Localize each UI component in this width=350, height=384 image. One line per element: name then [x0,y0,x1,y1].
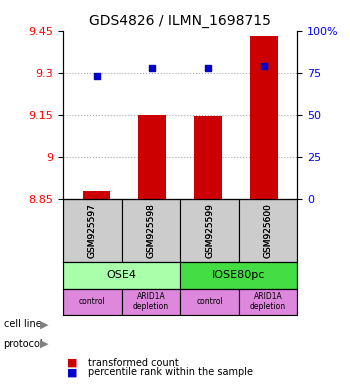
Text: protocol: protocol [4,339,43,349]
FancyBboxPatch shape [180,199,239,262]
Text: GSM925597: GSM925597 [88,203,97,258]
Text: ▶: ▶ [40,339,49,349]
Text: OSE4: OSE4 [107,270,136,280]
Bar [83,191,111,199]
FancyBboxPatch shape [63,262,180,288]
Point [149,65,155,71]
Text: cell line: cell line [4,319,41,329]
Title: GDS4826 / ILMN_1698715: GDS4826 / ILMN_1698715 [89,14,271,28]
Point [261,63,267,69]
FancyBboxPatch shape [63,288,122,315]
Text: control: control [196,297,223,306]
FancyBboxPatch shape [239,199,298,262]
Text: GSM925599: GSM925599 [205,203,214,258]
FancyBboxPatch shape [122,199,180,262]
Text: percentile rank within the sample: percentile rank within the sample [88,367,252,377]
Text: ARID1A
depletion: ARID1A depletion [250,292,286,311]
Text: ■: ■ [66,367,77,377]
Text: GSM925600: GSM925600 [264,203,273,258]
Text: GSM925599: GSM925599 [205,203,214,258]
Text: GSM925600: GSM925600 [264,203,273,258]
Text: GSM925598: GSM925598 [146,203,155,258]
Text: transformed count: transformed count [88,358,178,368]
FancyBboxPatch shape [239,288,298,315]
Bar [138,115,166,199]
FancyBboxPatch shape [180,288,239,315]
Text: control: control [79,297,106,306]
FancyBboxPatch shape [63,199,122,262]
Text: ARID1A
depletion: ARID1A depletion [133,292,169,311]
Bar [250,36,278,199]
FancyBboxPatch shape [180,262,298,288]
Text: ■: ■ [66,358,77,368]
Point [205,65,211,71]
Text: GSM925597: GSM925597 [88,203,97,258]
FancyBboxPatch shape [122,288,180,315]
Point [94,73,99,79]
Text: GSM925598: GSM925598 [146,203,155,258]
Text: IOSE80pc: IOSE80pc [212,270,266,280]
Bar [194,116,222,199]
Text: ▶: ▶ [40,319,49,329]
